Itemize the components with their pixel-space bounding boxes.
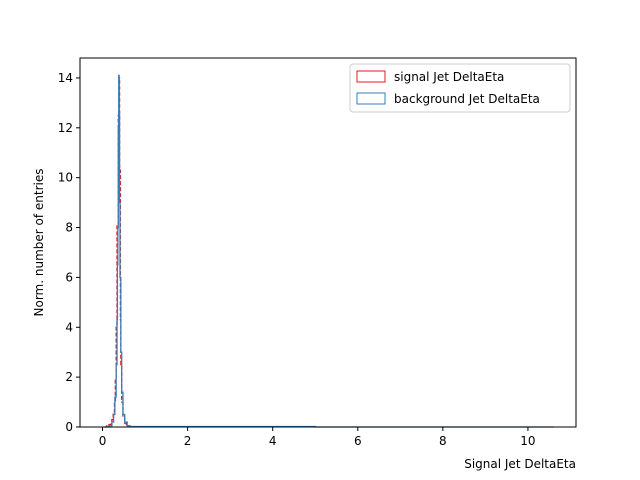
series-1-histogram (104, 74, 554, 428)
x-tick-label: 0 (99, 434, 107, 448)
y-tick-label: 6 (65, 270, 73, 284)
legend-label-signal: signal Jet DeltaEta (394, 70, 504, 84)
y-axis-label: Norm. number of entries (32, 169, 46, 317)
x-tick-label: 4 (269, 434, 277, 448)
y-tick-label: 10 (58, 171, 73, 185)
axes-frame (79, 57, 577, 428)
series-layer (104, 74, 554, 428)
y-tick-label: 8 (65, 221, 73, 235)
legend-box (349, 63, 571, 113)
y-tick-label: 4 (65, 320, 73, 334)
y-tick-label: 0 (65, 420, 73, 434)
y-tick-label: 14 (58, 71, 73, 85)
y-tick-label: 2 (65, 370, 73, 384)
legend: signal Jet DeltaEta background Jet Delta… (349, 63, 571, 113)
x-axis-ticks: 0 2 4 6 8 10 (99, 427, 536, 448)
x-tick-label: 6 (354, 434, 362, 448)
legend-label-background: background Jet DeltaEta (394, 92, 540, 106)
x-tick-label: 2 (184, 434, 192, 448)
y-axis-ticks: 0 2 4 6 8 10 12 14 (58, 71, 80, 434)
x-tick-label: 10 (520, 434, 535, 448)
y-tick-label: 12 (58, 121, 73, 135)
legend-swatch-background (356, 92, 386, 105)
x-tick-label: 8 (439, 434, 447, 448)
x-axis-label: Signal Jet DeltaEta (464, 457, 576, 471)
legend-swatch-signal (356, 70, 386, 83)
